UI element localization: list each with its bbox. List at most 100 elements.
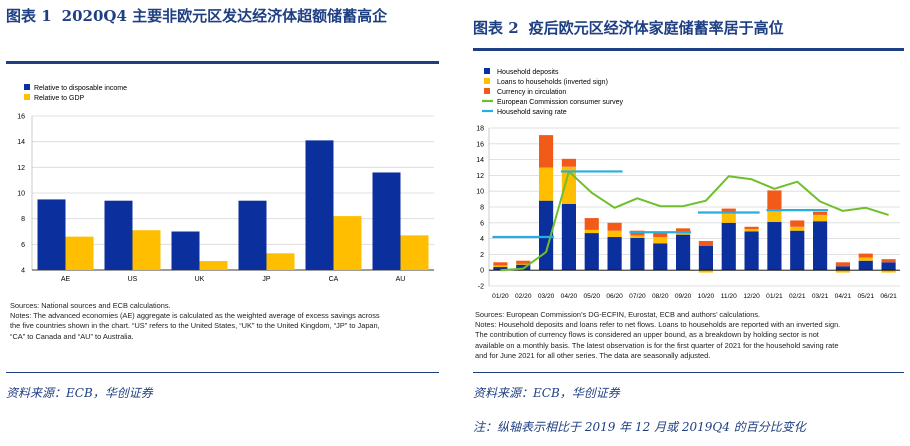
bar-segment: [790, 226, 805, 231]
figure-1-notes: Sources: National sources and ECB calcul…: [10, 301, 435, 342]
bar-segment: [835, 266, 850, 271]
bar-segment: [539, 135, 554, 168]
bar-segment: [653, 237, 668, 244]
x-tick-label: 04/21: [835, 293, 852, 300]
figure-1-note-line: Notes: The advanced economies (AE) aggre…: [10, 311, 380, 321]
x-tick-label: AE: [61, 276, 71, 283]
bar: [400, 235, 429, 270]
x-tick-label: CA: [329, 276, 339, 283]
x-tick-label: 02/21: [789, 293, 806, 300]
y-tick-label: 0: [480, 268, 484, 275]
figure-2-note-line: The contribution of currency flows is co…: [475, 330, 819, 340]
figure-1-title-text: 2020Q4 主要非欧元区发达经济体超额储蓄高企: [61, 7, 388, 25]
bar: [171, 231, 200, 270]
figure-2-title: 图表 2 疫后欧元区经济体家庭储蓄率居于高位: [473, 16, 903, 40]
x-tick-label: 09/20: [675, 293, 692, 300]
legend-label: Relative to GDP: [34, 95, 85, 102]
bar-segment: [790, 220, 805, 227]
legend-label: Household saving rate: [497, 109, 567, 116]
figure-1-figure: Relative to disposable income Relative to…: [6, 66, 439, 366]
bar-segment: [721, 213, 736, 223]
y-tick-label: 8: [21, 216, 25, 223]
x-tick-label: 03/20: [538, 293, 555, 300]
bar-segment: [493, 265, 508, 268]
bar-segment: [767, 190, 782, 211]
figure-1-chart: Relative to disposable income Relative to…: [17, 84, 434, 283]
x-tick-label: 02/20: [515, 293, 532, 300]
figure-2-number: 图表 2: [473, 19, 519, 37]
bar-segment: [676, 228, 691, 232]
y-tick-label: 12: [476, 173, 484, 180]
bar-segment: [835, 262, 850, 267]
bar-segment: [653, 243, 668, 271]
bar-segment: [721, 222, 736, 271]
bar: [372, 172, 401, 270]
x-tick-label: 01/21: [766, 293, 783, 300]
x-tick-label: JP: [262, 276, 271, 283]
bar-segment: [835, 270, 850, 273]
figure-2-note-line: Sources: European Commission’s DG-ECFIN,…: [475, 310, 761, 319]
y-tick-label: 4: [480, 236, 484, 243]
bar-segment: [607, 222, 622, 231]
legend-swatch: [484, 68, 490, 74]
bar: [199, 261, 228, 270]
x-tick-label: 03/21: [812, 293, 829, 300]
y-tick-label: 14: [17, 139, 25, 146]
survey-line: [500, 170, 889, 272]
figure-1-bottom-rule: [6, 372, 439, 373]
x-tick-label: 06/21: [880, 293, 897, 300]
x-tick-label: 08/20: [652, 293, 669, 300]
figure-1-note-line: “CA” to Canada and “AU” to Australia.: [10, 331, 134, 341]
figure-1-note-line: the five countries shown in the chart. “…: [10, 321, 380, 331]
y-tick-label: 10: [476, 189, 484, 196]
y-tick-label: 10: [17, 191, 25, 198]
y-tick-label: 6: [480, 220, 484, 227]
x-tick-label: UK: [195, 276, 205, 283]
legend-label: European Commission consumer survey: [497, 99, 624, 106]
bar-segment: [698, 270, 713, 273]
figure-2-note-line: Notes: Household deposits and loans refe…: [475, 320, 841, 330]
bar-segment: [721, 208, 736, 214]
bar-segment: [516, 260, 531, 264]
figure-2-note-line: available on a monthly basis. The latest…: [475, 340, 839, 350]
y-tick-label: -2: [478, 284, 484, 291]
figure-2-notes: Sources: European Commission’s DG-ECFIN,…: [475, 310, 903, 361]
legend-label: Currency in circulation: [497, 89, 566, 96]
figure-2-title-text: 疫后欧元区经济体家庭储蓄率居于高位: [528, 19, 784, 37]
figure-2-panel: 图表 2 疫后欧元区经济体家庭储蓄率居于高位 Household deposits…: [467, 0, 910, 446]
bar-segment: [607, 237, 622, 271]
bar-segment: [813, 221, 828, 271]
x-tick-label: 06/20: [606, 293, 623, 300]
bar-segment: [539, 200, 554, 271]
figure-2-footnote: 注：纵轴表示相比于 2019 年 12 月或 2019Q4 的百分比变化: [473, 420, 806, 434]
bar-segment: [630, 237, 645, 271]
bar: [333, 216, 362, 270]
bar-segment: [744, 231, 759, 271]
y-tick-label: 4: [21, 268, 25, 275]
bar: [132, 230, 161, 270]
bar-segment: [881, 259, 896, 263]
x-tick-label: US: [128, 276, 138, 283]
legend-swatch: [484, 88, 490, 94]
legend-label: Loans to households (inverted sign): [497, 79, 608, 86]
x-tick-label: 04/20: [561, 293, 578, 300]
y-tick-label: 12: [17, 165, 25, 172]
bar-segment: [539, 167, 554, 201]
figure-1-panel: 图表 1 2020Q4 主要非欧元区发达经济体超额储蓄高企 Relative to…: [0, 0, 445, 446]
figure-2-chart: Household deposits Loans to households (i…: [476, 68, 900, 300]
y-tick-label: 2: [480, 252, 484, 259]
bar-segment: [858, 257, 873, 261]
legend-swatch: [24, 94, 30, 100]
bar-segment: [630, 235, 645, 238]
figure-2-note-line: and for June 2021 for all other series. …: [475, 350, 711, 360]
bar-segment: [744, 226, 759, 230]
y-tick-label: 16: [17, 114, 25, 121]
bar: [266, 253, 295, 270]
bar-segment: [767, 222, 782, 271]
bar-segment: [813, 211, 828, 215]
bar: [65, 236, 94, 270]
bar-segment: [676, 234, 691, 271]
figure-2-bottom-rule: [473, 372, 904, 373]
bar-segment: [584, 218, 599, 230]
bar-segment: [744, 229, 759, 232]
